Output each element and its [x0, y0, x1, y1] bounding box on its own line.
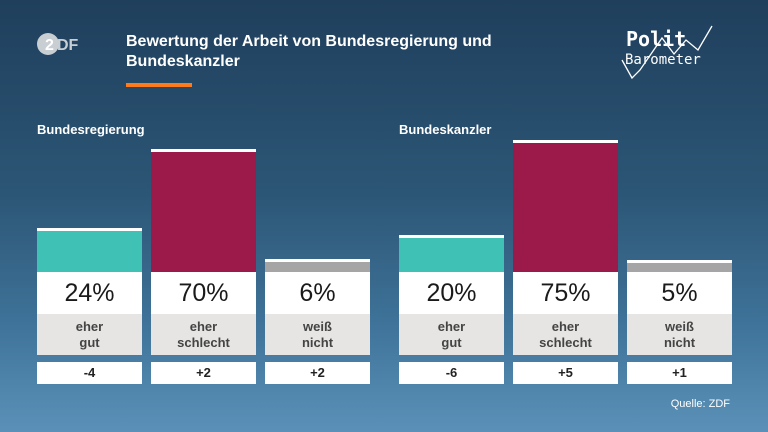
category-label-1-good: eher gut: [399, 314, 504, 355]
change-label-1-bad: +5: [513, 362, 618, 384]
title-underline: [126, 83, 192, 87]
svg-text:DF: DF: [57, 37, 79, 54]
brand-bottom-text: Barometer: [625, 52, 701, 68]
change-label-0-bad: +2: [151, 362, 256, 384]
bar-cap-0-unknown: [265, 258, 370, 262]
change-label-1-unknown: +1: [627, 362, 732, 384]
change-label-1-good: -6: [399, 362, 504, 384]
chart-title: Bewertung der Arbeit von Bundesregierung…: [126, 33, 492, 70]
category-label-0-good: eher gut: [37, 314, 142, 355]
category-label-0-bad: eher schlecht: [151, 314, 256, 355]
bar-cap-1-unknown: [627, 260, 732, 264]
category-label-1-bad: eher schlecht: [513, 314, 618, 355]
bar-1-good: [399, 237, 504, 272]
bar-cap-0-bad: [151, 149, 256, 152]
bar-cap-0-good: [37, 227, 142, 231]
source-note: Quelle: ZDF: [670, 398, 730, 410]
section-label-bundesregierung: Bundesregierung: [37, 122, 145, 137]
bar-cap-1-bad: [513, 140, 618, 144]
bar-0-unknown: [265, 261, 370, 272]
svg-text:2: 2: [45, 37, 54, 54]
section-label-bundeskanzler: Bundeskanzler: [399, 122, 492, 137]
value-label-0-good: 24%: [37, 272, 142, 314]
value-label-0-unknown: 6%: [265, 272, 370, 314]
bar-0-bad: [151, 152, 256, 272]
value-label-1-unknown: 5%: [627, 272, 732, 314]
change-label-0-good: -4: [37, 362, 142, 384]
bar-cap-1-good: [399, 234, 504, 238]
zdf-logo: 2 DF: [37, 33, 79, 55]
category-label-1-unknown: weiß nicht: [627, 314, 732, 355]
bar-1-bad: [513, 143, 618, 272]
category-label-0-unknown: weiß nicht: [265, 314, 370, 355]
politbarometer-logo: Polit Barometer: [621, 25, 713, 80]
value-label-1-bad: 75%: [513, 272, 618, 314]
bar-1-unknown: [627, 263, 732, 272]
value-label-0-bad: 70%: [151, 272, 256, 314]
bar-0-good: [37, 230, 142, 272]
value-label-1-good: 20%: [399, 272, 504, 314]
change-label-0-unknown: +2: [265, 362, 370, 384]
